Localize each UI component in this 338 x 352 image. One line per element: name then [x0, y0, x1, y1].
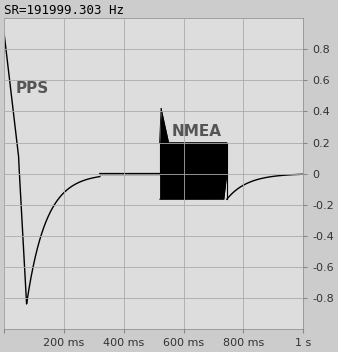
Text: NMEA: NMEA — [172, 124, 221, 139]
Text: SR=191999.303 Hz: SR=191999.303 Hz — [4, 4, 124, 17]
Text: PPS: PPS — [16, 81, 49, 96]
